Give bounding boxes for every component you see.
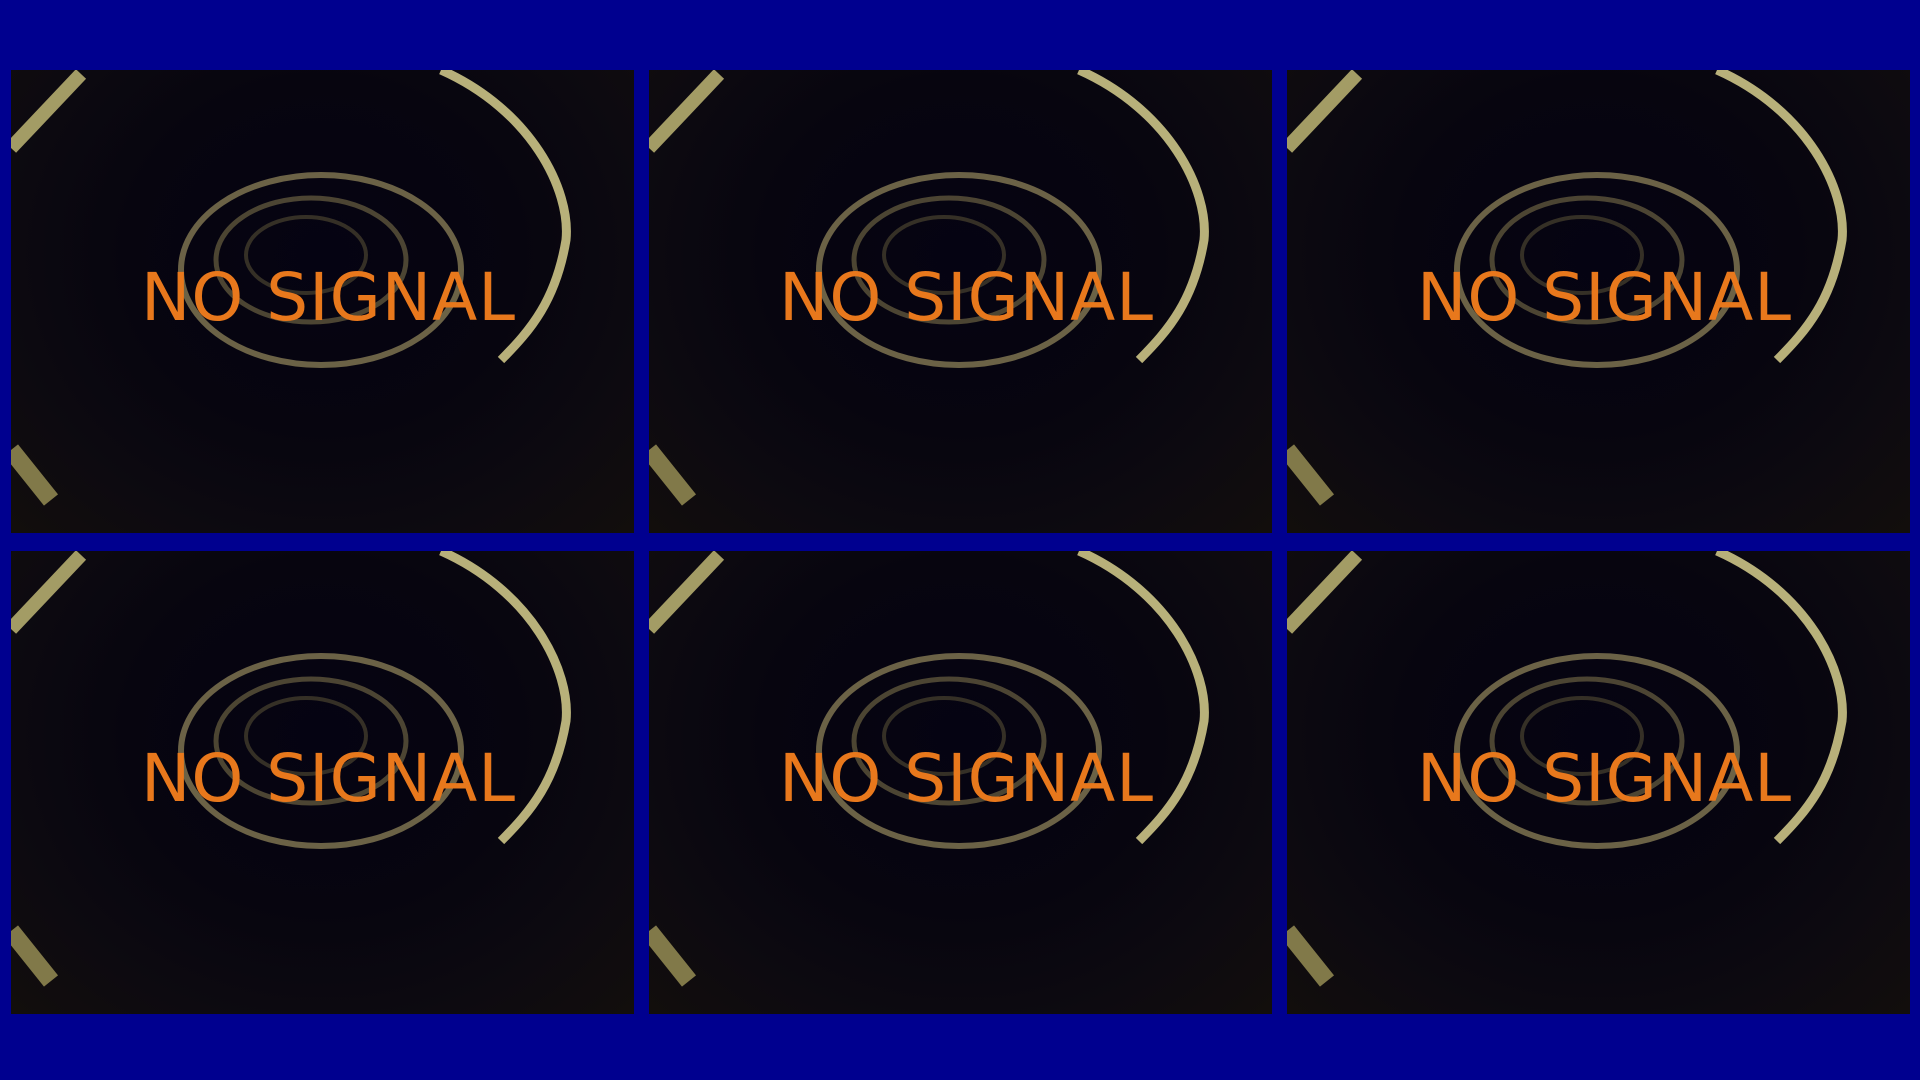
tunnel-feed-image xyxy=(11,70,571,506)
camera-feed-4[interactable]: NO SIGNAL xyxy=(11,551,634,1014)
no-signal-label: NO SIGNAL xyxy=(1416,740,1793,817)
no-signal-label: NO SIGNAL xyxy=(140,740,517,817)
no-signal-label: NO SIGNAL xyxy=(778,740,1155,817)
camera-grid: NO SIGNAL NO SIGNAL NO SIGNAL xyxy=(11,70,1910,1014)
tunnel-feed-image xyxy=(1287,70,1847,506)
camera-feed-1[interactable]: NO SIGNAL xyxy=(11,70,634,533)
tunnel-feed-image xyxy=(1287,551,1847,987)
no-signal-label: NO SIGNAL xyxy=(140,259,517,336)
tunnel-feed-image xyxy=(11,551,571,987)
camera-feed-3[interactable]: NO SIGNAL xyxy=(1287,70,1910,533)
no-signal-label: NO SIGNAL xyxy=(778,259,1155,336)
camera-feed-6[interactable]: NO SIGNAL xyxy=(1287,551,1910,1014)
tunnel-feed-image xyxy=(649,551,1209,987)
tunnel-feed-image xyxy=(649,70,1209,506)
camera-feed-2[interactable]: NO SIGNAL xyxy=(649,70,1272,533)
camera-feed-5[interactable]: NO SIGNAL xyxy=(649,551,1272,1014)
no-signal-label: NO SIGNAL xyxy=(1416,259,1793,336)
